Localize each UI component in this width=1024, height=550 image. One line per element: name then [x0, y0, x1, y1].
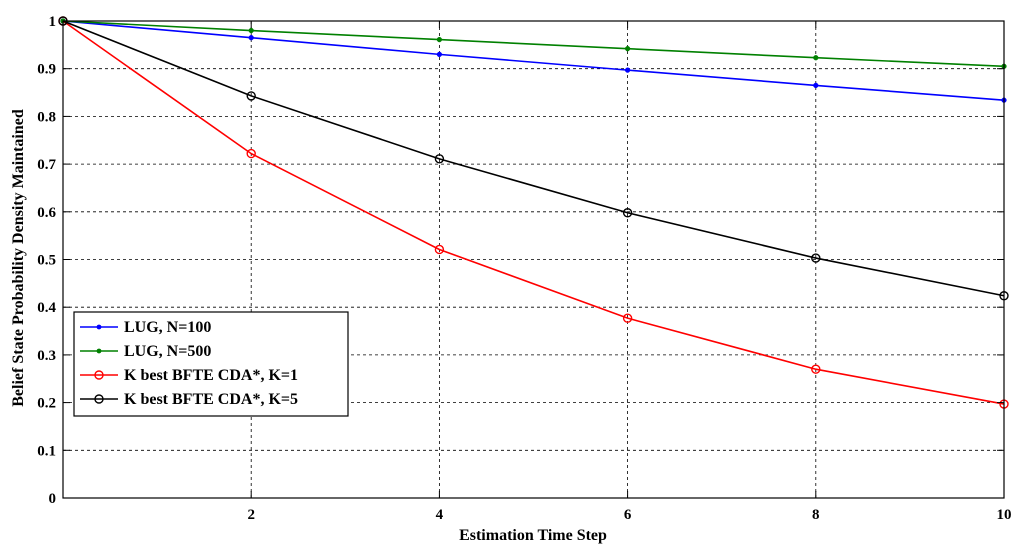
series-1-line [62, 20, 1005, 101]
series-1-point [813, 82, 819, 89]
series-lines [58, 16, 1009, 409]
series-4-line [62, 20, 1005, 297]
series-2-line [62, 20, 1005, 68]
x-tick-label: 10 [997, 507, 1012, 523]
series-3-point [811, 364, 821, 374]
legend-label: K best BFTE CDA*, K=5 [124, 391, 298, 408]
series-4-point [434, 154, 445, 164]
y-tick-label: 0.8 [37, 109, 56, 125]
series-2-point [624, 46, 631, 52]
legend-swatch-marker [96, 348, 102, 354]
series-2-point [248, 27, 254, 34]
series-3-line [62, 20, 1005, 405]
series-2-point [436, 36, 443, 43]
series-4-point [811, 253, 821, 263]
y-tick-label: 0.5 [37, 253, 56, 269]
series-1-point [248, 35, 254, 41]
y-axis-title: Belief State Probability Density Maintai… [10, 109, 27, 407]
y-tick-label: 0.1 [37, 443, 56, 459]
legend: LUG, N=100 LUG, N=500 K best BFTE CDA*, K=… [73, 311, 349, 417]
legend-label: LUG, N=500 [124, 343, 211, 360]
series-4-point [246, 91, 256, 101]
legend-swatch-marker [94, 370, 104, 380]
y-tick-label: 0.6 [37, 205, 56, 221]
legend-label: K best BFTE CDA*, K=1 [124, 367, 298, 384]
legend-box [73, 311, 349, 417]
x-tick-label: 8 [812, 507, 820, 523]
y-tick-label: 0.4 [37, 300, 56, 316]
series-1-point [436, 51, 443, 58]
y-tick-label: 1 [49, 14, 57, 30]
series-3-point [622, 313, 633, 323]
y-tick-label: 0 [49, 491, 57, 507]
y-tick-label: 0.9 [37, 62, 56, 78]
y-tick-label: 0.7 [37, 157, 56, 173]
series-1-point [624, 67, 631, 73]
x-tick-label: 2 [247, 507, 255, 523]
x-tick-label: 4 [436, 507, 444, 523]
series-3-point [434, 244, 445, 255]
legend-swatch-marker [94, 394, 104, 404]
x-tick-label: 6 [624, 507, 632, 523]
series-2-point [813, 55, 819, 61]
x-axis-title: Estimation Time Step [459, 527, 607, 544]
gridlines [63, 21, 1004, 498]
y-tick-label: 0.3 [37, 348, 56, 364]
axis-ticks: 0 0.1 0.2 0.3 0.4 0.5 0.6 0.7 0.8 0.9 1 2 4 6 8 10 [37, 14, 1011, 523]
series-4-point [622, 208, 633, 218]
legend-label: LUG, N=100 [124, 319, 211, 336]
y-tick-label: 0.2 [37, 396, 56, 412]
series-3-point [246, 148, 256, 159]
legend-swatch-marker [96, 324, 102, 330]
